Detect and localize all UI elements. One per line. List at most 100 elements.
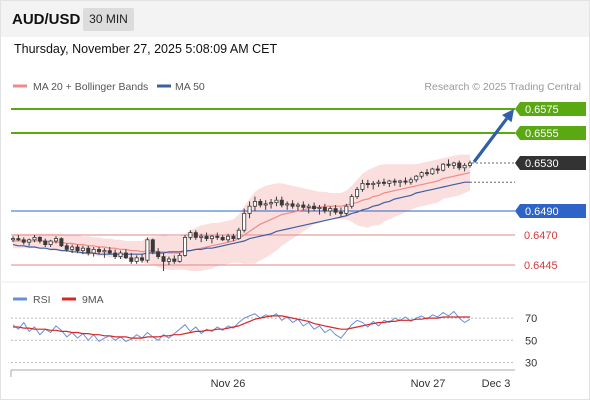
candle-body — [134, 257, 139, 262]
candle-body — [365, 182, 370, 185]
candle-body — [48, 240, 53, 245]
candle-body — [86, 247, 91, 254]
candles — [10, 159, 472, 271]
candle-body — [27, 239, 32, 243]
candle-body — [451, 162, 456, 166]
candle-body — [231, 235, 236, 239]
bollinger-band-area — [13, 154, 470, 271]
candle-body — [263, 203, 268, 206]
candle-body — [75, 246, 80, 251]
candle-body — [430, 168, 435, 175]
candle-body — [161, 256, 166, 262]
candle-body — [349, 196, 354, 207]
candle-body — [102, 250, 107, 253]
candle-body — [360, 182, 365, 190]
rsi-tick-30: 30 — [525, 357, 537, 369]
header-bar: AUD/USD 30 MIN — [1, 1, 589, 37]
candle-body — [43, 240, 48, 245]
candle-body — [226, 235, 231, 241]
bollinger-bands — [13, 154, 470, 271]
candle-body — [317, 206, 322, 209]
candle-body — [21, 239, 26, 243]
candle-body — [97, 248, 102, 253]
candle-body — [322, 206, 327, 212]
candle-body — [16, 238, 21, 241]
candle-body — [387, 180, 392, 184]
candle-body — [54, 238, 59, 242]
candle-body — [32, 236, 37, 241]
timeframe-button[interactable]: 30 MIN — [83, 8, 134, 31]
candle-body — [140, 257, 145, 261]
last-price-label: 0.6530 — [525, 158, 559, 170]
candle-body — [166, 258, 171, 262]
rsi-ma-line — [13, 315, 470, 339]
candle-body — [338, 211, 343, 214]
candle-body — [113, 252, 118, 257]
candle-body — [145, 239, 150, 261]
candle-body — [199, 235, 204, 238]
candle-body — [183, 236, 188, 256]
candle-body — [344, 205, 349, 214]
candle-body — [172, 258, 177, 262]
candle-body — [70, 246, 75, 250]
candle-body — [312, 205, 317, 209]
ma20-line — [13, 172, 471, 254]
level-label-2: 0.6490 — [525, 206, 559, 218]
candle-body — [156, 251, 161, 258]
candle-body — [193, 232, 198, 238]
candle-body — [467, 162, 472, 166]
level-label-0: 0.6575 — [525, 104, 559, 116]
candle-body — [333, 208, 338, 213]
candle-body — [247, 205, 252, 214]
candle-body — [204, 235, 209, 239]
rsi-ma-legend-label: 9MA — [82, 294, 104, 306]
rsi-legend-label: RSI — [33, 294, 51, 306]
rsi-panel: 70 50 30 — [11, 310, 537, 369]
candle-body — [328, 208, 333, 212]
candle-body — [419, 172, 424, 177]
candle-body — [274, 199, 279, 203]
forecast-arrow-shaft — [472, 117, 509, 163]
candle-body — [150, 239, 155, 253]
symbol-title: AUD/USD — [12, 11, 81, 28]
rsi-line — [12, 310, 471, 343]
level-label-4: 0.6445 — [524, 260, 558, 272]
candle-body — [279, 199, 284, 206]
x-label-nov27: Nov 27 — [411, 378, 446, 390]
candle-body — [118, 252, 123, 257]
candle-body — [371, 182, 376, 185]
candle-body — [236, 229, 241, 239]
candle-body — [242, 212, 247, 231]
timestamp: Thursday, November 27, 2025 5:08:09 AM C… — [14, 42, 278, 56]
candle-body — [80, 247, 85, 251]
rsi-tick-50: 50 — [525, 335, 537, 347]
candle-body — [301, 204, 306, 208]
x-label-nov26: Nov 26 — [211, 378, 246, 390]
x-label-dec3: Dec 3 — [482, 378, 511, 390]
candle-body — [220, 236, 225, 241]
candle-body — [209, 235, 214, 239]
price-labels: 0.6575 0.6555 0.6490 0.6470 0.6445 0.6530 — [515, 102, 586, 272]
candle-body — [10, 238, 15, 241]
candle-body — [64, 245, 69, 250]
level-tag-0 — [515, 102, 586, 116]
last-price-tag — [515, 156, 586, 170]
candle-body — [252, 200, 257, 207]
candle-body — [59, 238, 64, 247]
candle-body — [355, 188, 360, 197]
candle-body — [381, 181, 386, 184]
candle-body — [129, 257, 134, 262]
forecast-arrow-head — [502, 109, 514, 123]
candle-body — [414, 175, 419, 181]
candle-body — [285, 203, 290, 206]
candle-body — [258, 200, 263, 206]
candle-body — [269, 202, 274, 205]
level-label-1: 0.6555 — [525, 128, 559, 140]
candle-body — [446, 163, 451, 166]
ma50-legend-label: MA 50 — [175, 81, 205, 93]
forecast-arrow — [472, 109, 514, 163]
candle-body — [91, 248, 96, 254]
level-tag-2 — [515, 204, 586, 218]
